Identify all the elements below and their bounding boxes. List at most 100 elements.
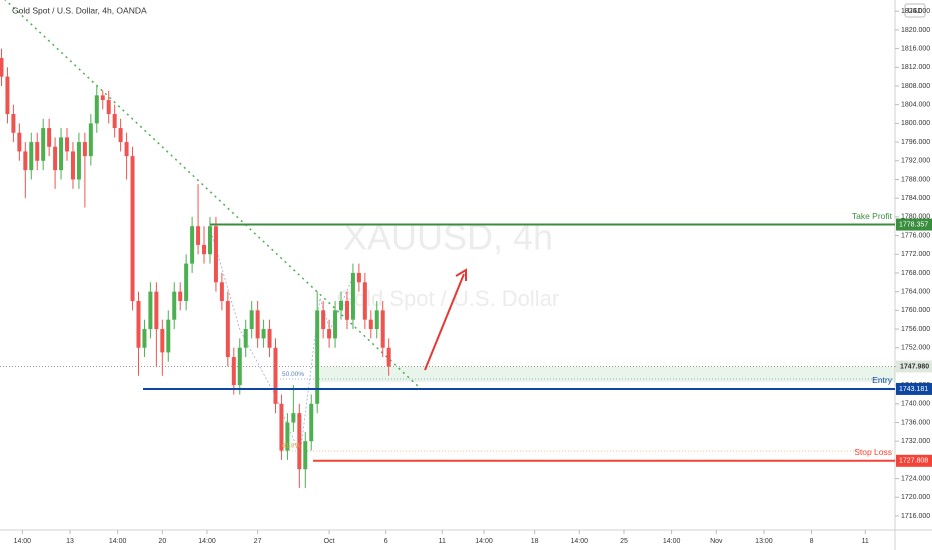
y-tick-label: 1788.000 [901, 176, 930, 183]
candle-body [380, 310, 385, 348]
candle-body [333, 310, 338, 339]
x-tick-label: 14:00 [571, 538, 589, 545]
y-tick-label: 1784.000 [901, 195, 930, 202]
x-tick-label: 14:00 [198, 538, 216, 545]
candle-body [59, 137, 64, 171]
candle-body [88, 123, 93, 157]
candle-body [261, 329, 266, 339]
y-tick-label: 1816.000 [901, 45, 930, 52]
candle-body [303, 441, 308, 470]
candle-body [255, 310, 260, 339]
candle-body [130, 156, 135, 301]
candle-body [17, 132, 22, 152]
y-tick-label: 1824.000 [901, 8, 930, 15]
level-name: Stop Loss [854, 447, 892, 457]
currency: USD [908, 8, 923, 15]
candle-body [166, 319, 171, 353]
level-price-box [896, 382, 932, 395]
y-tick-label: 1736.000 [901, 419, 930, 426]
candle-body [190, 226, 195, 264]
candle-body [362, 282, 367, 320]
watermark: XAUUSD, 4h [343, 217, 553, 258]
candle-body [237, 347, 242, 386]
y-tick-label: 1812.000 [901, 64, 930, 71]
arrow [424, 273, 465, 371]
candle-body [118, 128, 123, 143]
candle-body [65, 137, 70, 152]
candle-body [136, 300, 141, 348]
candle-body [82, 142, 87, 157]
candle-body [339, 300, 344, 311]
x-tick-label: Nov [710, 538, 723, 545]
y-tick-label: 1772.000 [901, 251, 930, 258]
y-tick-label: 1820.000 [901, 27, 930, 34]
candle-body [374, 310, 379, 330]
candle-body [231, 357, 236, 386]
x-tick-label: 14:00 [14, 538, 32, 545]
x-tick-label: 11 [439, 538, 446, 545]
candle-body [243, 329, 248, 348]
x-tick-label: 13:00 [755, 538, 773, 545]
x-tick-label: 27 [254, 538, 262, 545]
arrow-head [455, 268, 467, 281]
candle-body [344, 300, 349, 320]
y-tick-label: 1756.000 [901, 326, 930, 333]
x-tick-label: 25 [620, 538, 628, 545]
y-tick-label: 1768.000 [901, 270, 930, 277]
y-tick-label: 1776.000 [901, 232, 930, 239]
candle-body [184, 263, 189, 301]
x-tick-label: 11 [862, 538, 869, 545]
level-price-box [896, 218, 932, 231]
x-tick-label: Oct [324, 538, 335, 545]
candle-body [350, 272, 355, 320]
y-tick-label: 1792.000 [901, 158, 930, 165]
candle-body [309, 403, 314, 442]
candle-body [29, 142, 34, 171]
fib-label: 61.8% [282, 443, 301, 450]
y-tick-label: 1720.000 [901, 494, 930, 501]
candle-body [47, 128, 52, 147]
candle-body [178, 291, 183, 301]
level-price-box [896, 454, 932, 467]
candle-body [219, 282, 224, 301]
x-tick-label: 14:00 [663, 538, 681, 545]
fib-label: 50.00% [282, 371, 304, 378]
x-tick-label: 6 [384, 538, 388, 545]
x-tick-label: 13 [66, 538, 74, 545]
x-tick-label: 14:00 [475, 538, 493, 545]
chart-title: Gold Spot / U.S. Dollar, 4h, OANDA [12, 5, 147, 15]
candle-body [279, 403, 284, 451]
candle-body [267, 329, 272, 348]
candle-body [124, 142, 129, 157]
candle-body [386, 347, 391, 367]
x-tick-label: 18 [531, 538, 539, 545]
candle-body [11, 114, 16, 133]
candle-body [94, 95, 99, 124]
candle-body [100, 95, 105, 101]
candle-body [172, 291, 177, 320]
y-tick-label: 1740.000 [901, 401, 930, 408]
candle-body [196, 226, 201, 245]
level-price-label: 1743.181 [899, 386, 928, 393]
last-price-label: 1747.980 [900, 363, 929, 370]
level-name: Entry [872, 375, 893, 385]
candle-body [297, 413, 302, 470]
candle-body [142, 329, 147, 348]
candle-body [35, 142, 40, 161]
candle-body [106, 100, 111, 115]
candle-body [70, 151, 75, 180]
candle-body [160, 329, 165, 353]
level-price-label: 1778.357 [899, 221, 928, 228]
x-tick-label: 8 [810, 538, 814, 545]
y-tick-label: 1752.000 [901, 345, 930, 352]
watermark-subtitle: Gold Spot / U.S. Dollar [337, 286, 560, 311]
y-tick-label: 1796.000 [901, 139, 930, 146]
y-tick-label: 1732.000 [901, 438, 930, 445]
candle-body [327, 329, 332, 339]
candle-body [112, 114, 117, 129]
y-tick-label: 1724.000 [901, 475, 930, 482]
candle-body [53, 146, 58, 171]
last-price-box [896, 360, 932, 373]
candle-body [368, 319, 373, 330]
